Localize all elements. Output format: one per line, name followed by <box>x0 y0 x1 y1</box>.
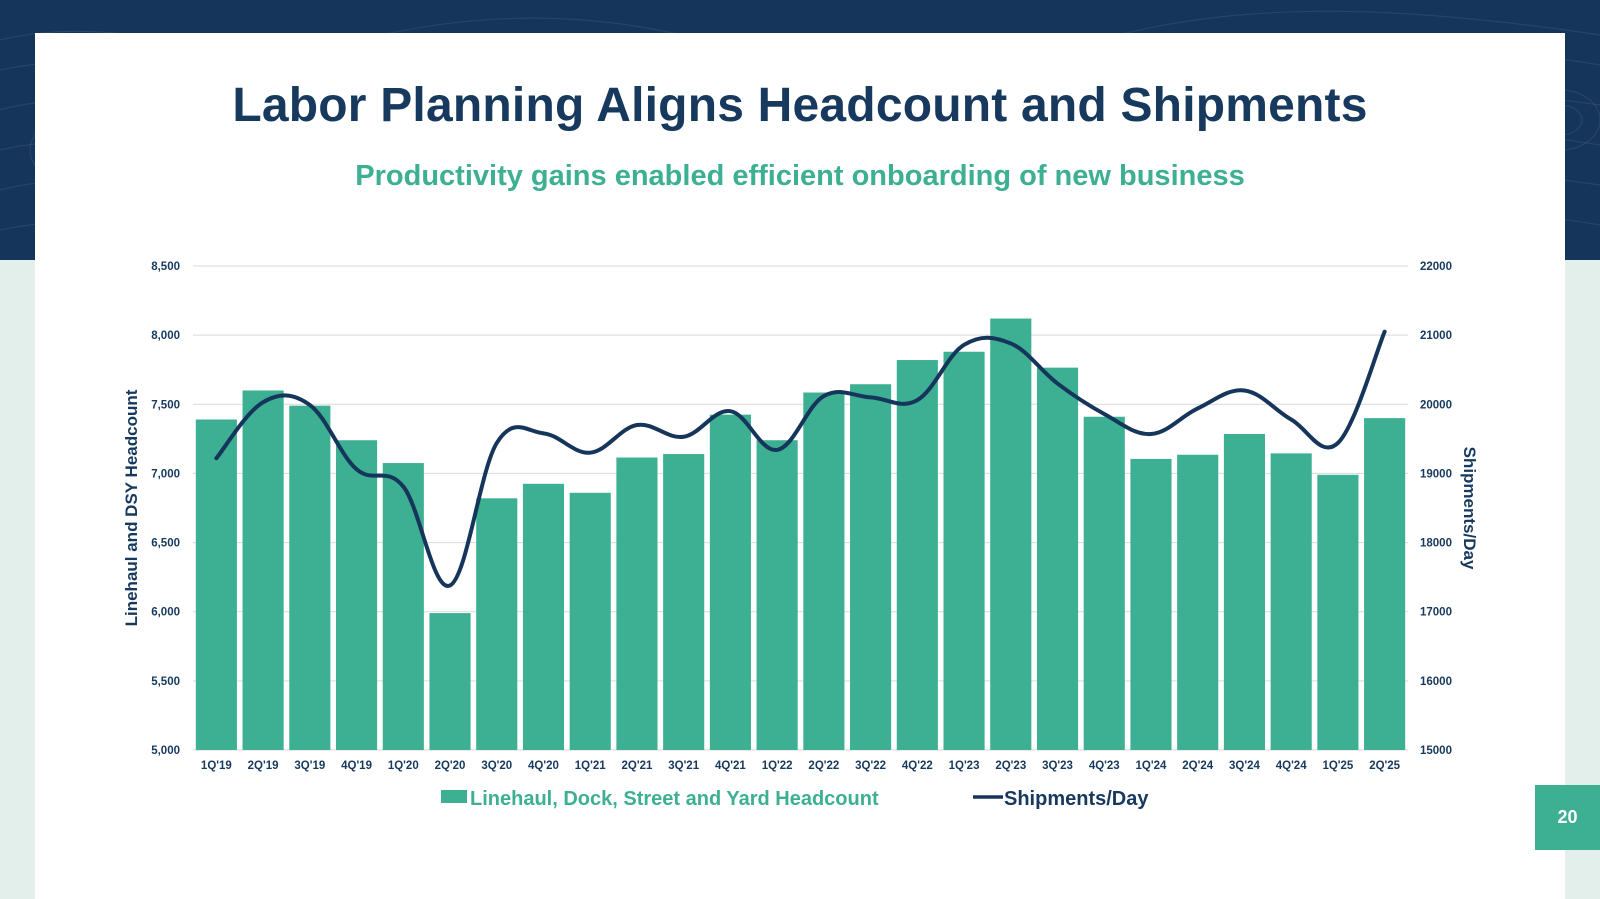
headcount-bar <box>1177 454 1219 750</box>
page-number: 20 <box>1535 785 1600 850</box>
shipments-line <box>214 329 1387 588</box>
headcount-bar <box>1036 367 1079 750</box>
x-axis-tick-label: 3Q'22 <box>855 760 886 772</box>
x-axis-tick-label: 1Q'21 <box>575 760 606 772</box>
x-axis-tick-label: 4Q'24 <box>1276 760 1307 772</box>
x-axis-tick-label: 2Q'24 <box>1182 760 1213 772</box>
left-axis-tick-label: 7,500 <box>151 399 180 411</box>
slide-title: Labor Planning Aligns Headcount and Ship… <box>232 79 1368 132</box>
headcount-bar <box>943 351 985 750</box>
x-axis-tick-label: 1Q'20 <box>388 760 419 772</box>
headcount-bar <box>382 463 424 750</box>
headcount-bar <box>429 613 471 750</box>
right-axis-tick-label: 19000 <box>1420 468 1452 480</box>
headcount-bar <box>850 384 892 750</box>
x-axis-tick-label: 1Q'23 <box>949 760 980 772</box>
slide-subtitle: Productivity gains enabled efficient onb… <box>355 160 1245 192</box>
left-axis-title: Linehaul and DSY Headcount <box>122 389 141 626</box>
headcount-bar <box>1083 416 1125 750</box>
right-axis-ticks: 15000 16000 17000 18000 19000 20000 21000 22000 <box>1420 261 1452 757</box>
headcount-bar <box>1317 474 1359 750</box>
left-axis-tick-label: 8,500 <box>151 261 180 273</box>
left-axis-tick-label: 7,000 <box>151 468 180 480</box>
x-axis-tick-label: 2Q'22 <box>808 760 839 772</box>
headcount-bar <box>1270 453 1312 750</box>
right-axis-tick-label: 16000 <box>1420 676 1452 688</box>
headcount-bar <box>289 405 331 750</box>
right-axis-title: Shipments/Day <box>1460 447 1479 570</box>
headcount-bar <box>335 440 378 750</box>
headcount-bar <box>756 440 798 750</box>
x-axis-tick-label: 1Q'25 <box>1322 760 1353 772</box>
left-axis-tick-label: 6,500 <box>151 538 180 550</box>
x-axis-tick-label: 3Q'24 <box>1229 760 1260 772</box>
right-axis-tick-label: 17000 <box>1420 607 1452 619</box>
left-axis-tick-label: 5,500 <box>151 676 180 688</box>
right-axis-tick-label: 18000 <box>1420 538 1452 550</box>
x-axis-tick-label: 4Q'21 <box>715 760 746 772</box>
headcount-bar <box>709 414 751 750</box>
headcount-bar <box>663 454 705 750</box>
x-axis-tick-label: 3Q'20 <box>481 760 512 772</box>
headcount-bar <box>990 318 1032 750</box>
headcount-bar <box>616 457 658 750</box>
x-axis-tick-label: 3Q'21 <box>668 760 699 772</box>
left-axis-tick-label: 5,000 <box>151 745 180 757</box>
legend: Linehaul, Dock, Street and Yard Headcoun… <box>441 788 1149 810</box>
headcount-bar <box>522 483 565 750</box>
x-axis-tick-label: 2Q'19 <box>248 760 279 772</box>
left-axis-ticks: 5,000 5,500 6,000 6,500 7,000 7,500 8,000 8,500 <box>151 261 180 757</box>
left-axis-tick-label: 6,000 <box>151 607 180 619</box>
legend-swatch-headcount <box>441 790 467 803</box>
x-axis-tick-label: 1Q'22 <box>762 760 793 772</box>
x-axis-tick-label: 4Q'20 <box>528 760 559 772</box>
headcount-bar <box>1130 458 1172 750</box>
headcount-bar <box>1364 418 1406 750</box>
x-axis-tick-label: 1Q'19 <box>201 760 232 772</box>
right-axis-tick-label: 20000 <box>1420 399 1452 411</box>
headcount-bars <box>195 318 1406 750</box>
x-axis-tick-label: 3Q'23 <box>1042 760 1073 772</box>
x-axis-tick-label: 2Q'21 <box>622 760 653 772</box>
headcount-bar <box>242 390 284 750</box>
right-axis-tick-label: 21000 <box>1420 330 1452 342</box>
left-axis-tick-label: 8,000 <box>151 330 180 342</box>
x-axis-tick-label: 2Q'20 <box>435 760 466 772</box>
headcount-bar <box>195 419 237 750</box>
headcount-bar <box>476 498 518 750</box>
legend-label-shipments: Shipments/Day <box>1004 788 1149 810</box>
x-axis-ticks: 1Q'19 2Q'19 3Q'19 4Q'19 1Q'20 2Q'20 3Q'20 4Q'20… <box>201 760 1401 772</box>
x-axis-tick-label: 4Q'23 <box>1089 760 1120 772</box>
headcount-bar <box>896 360 938 750</box>
shipments-line-group <box>214 329 1387 588</box>
x-axis-tick-label: 3Q'19 <box>294 760 325 772</box>
headcount-bar <box>803 392 845 750</box>
x-axis-tick-label: 2Q'25 <box>1369 760 1400 772</box>
headcount-bar <box>569 492 611 750</box>
right-axis-tick-label: 15000 <box>1420 745 1452 757</box>
x-axis-tick-label: 1Q'24 <box>1136 760 1167 772</box>
x-axis-tick-label: 4Q'22 <box>902 760 933 772</box>
headcount-bar <box>1223 434 1266 750</box>
legend-label-headcount: Linehaul, Dock, Street and Yard Headcoun… <box>470 788 879 810</box>
right-axis-tick-label: 22000 <box>1420 261 1452 273</box>
x-axis-tick-label: 2Q'23 <box>995 760 1026 772</box>
x-axis-tick-label: 4Q'19 <box>341 760 372 772</box>
